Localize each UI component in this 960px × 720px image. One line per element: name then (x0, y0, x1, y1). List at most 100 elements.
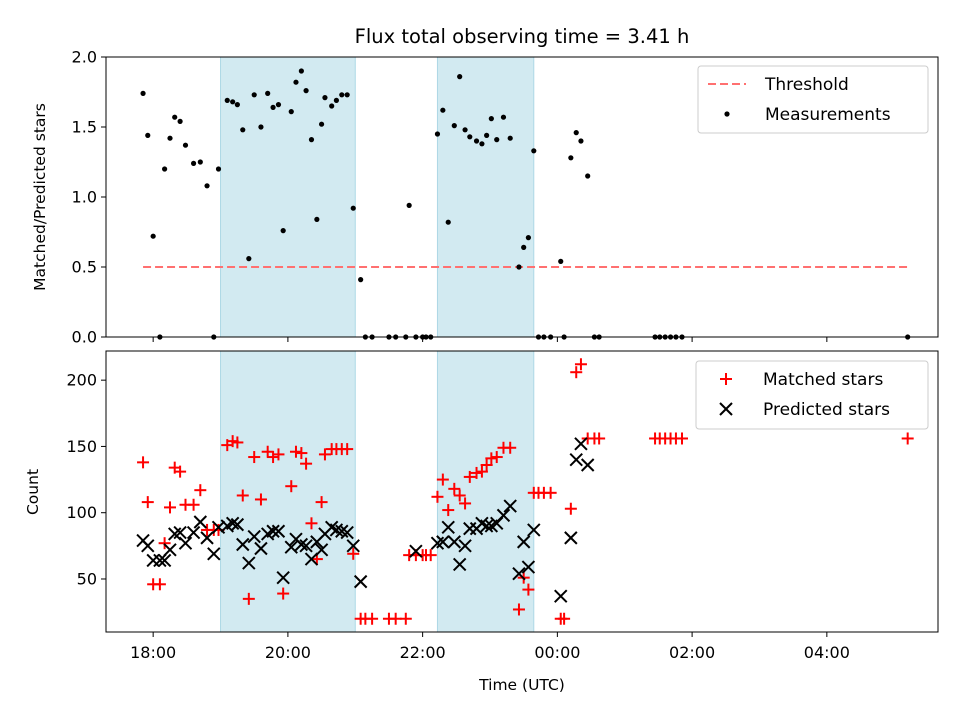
top-y-axis-label: Matched/Predicted stars (31, 103, 49, 291)
measurement-point (406, 202, 412, 208)
predicted-star-point (346, 539, 360, 553)
predicted-star-point (230, 517, 245, 532)
matched-star-point (593, 432, 606, 445)
matched-star-point (158, 537, 171, 550)
predicted-star-point (141, 539, 155, 553)
matched-star-point (164, 501, 176, 514)
predicted-star-point (314, 543, 329, 557)
measurement-point (507, 135, 513, 141)
measurement-point (494, 137, 500, 143)
measurement-point (215, 166, 222, 172)
matched-star-point (424, 549, 437, 562)
x-axis-label: Time (UTC) (478, 676, 565, 694)
matched-star-point (141, 496, 154, 509)
bottom-axes-frame (105, 350, 939, 633)
predicted-star-point (436, 535, 450, 549)
predicted-star-point (271, 524, 286, 538)
x-tick-label: 22:00 (400, 643, 446, 662)
predicted-star-point (496, 508, 511, 523)
matched-star-point (399, 612, 412, 625)
measurement-point (573, 130, 579, 136)
matched-star-point (289, 445, 302, 458)
measurement-point (314, 216, 320, 222)
x-tick-label: 00:00 (534, 643, 580, 662)
matched-star-point (480, 458, 493, 471)
x-tick-label: 02:00 (669, 643, 715, 662)
matched-star-point (318, 448, 331, 461)
measurement-point (197, 159, 203, 165)
matched-star-point (558, 612, 571, 625)
predicted-star-point (153, 553, 167, 568)
top-legend: Threshold Measurements (697, 65, 929, 134)
predicted-star-point (186, 525, 201, 540)
legend-predicted-label: Predicted stars (763, 400, 890, 420)
measurement-point (288, 109, 294, 115)
y-tick-label: 50 (77, 569, 97, 588)
measurement-point (339, 92, 345, 98)
matched-star-point (174, 465, 187, 478)
predicted-star-point (178, 536, 193, 550)
predicted-star-point (163, 543, 177, 557)
matched-star-point (341, 443, 354, 456)
measurement-point (167, 135, 173, 141)
predicted-star-point (276, 570, 290, 585)
measurement-point (578, 138, 584, 144)
matched-star-point (389, 612, 402, 625)
matched-star-point (153, 578, 166, 591)
predicted-star-point (452, 557, 467, 572)
measurement-point (145, 132, 151, 138)
matched-star-point (676, 432, 688, 445)
top-y-axis: 0.0 0.5 1.0 1.5 2.0 (72, 48, 106, 347)
shaded-range-1 (437, 57, 534, 337)
matched-star-point (431, 490, 444, 503)
measurement-point (473, 138, 480, 144)
y-tick-label: 1.5 (72, 118, 97, 137)
matched-stars-series (137, 358, 914, 625)
matched-star-point (544, 486, 557, 499)
bottom-shaded-ranges (220, 351, 535, 632)
predicted-star-point (254, 541, 268, 556)
legend-matched-label: Matched stars (763, 370, 883, 390)
legend-measurements-swatch (724, 111, 730, 117)
predicted-star-point (521, 560, 536, 574)
matched-star-point (570, 366, 583, 379)
measurement-point (445, 219, 451, 225)
y-tick-label: 0.5 (72, 258, 97, 277)
predicted-star-point (340, 525, 354, 540)
predicted-star-point (266, 524, 280, 538)
legend-predicted-swatch (719, 402, 733, 416)
predicted-star-point (554, 589, 568, 603)
measurement-point (140, 90, 146, 96)
matched-star-point (295, 447, 308, 460)
predicted-star-point (193, 515, 208, 529)
matched-star-point (305, 517, 318, 530)
matched-star-point (475, 465, 488, 478)
measurement-point (293, 79, 299, 85)
predicted-star-point (512, 566, 526, 581)
x-tick-label: 04:00 (804, 643, 850, 662)
measurement-point (204, 183, 210, 189)
matched-star-point (564, 502, 577, 515)
predicted-star-point (146, 553, 160, 568)
measurement-point (568, 155, 574, 161)
predicted-star-point (242, 556, 256, 570)
matched-star-point (242, 592, 255, 605)
top-panel: 0.00.51.01.52.0 Matched/Predicted stars … (31, 48, 939, 347)
legend-matched-swatch (720, 373, 732, 385)
matched-star-point (267, 451, 280, 464)
y-tick-label: 200 (66, 371, 97, 390)
measurement-point (344, 92, 350, 98)
matched-star-point (315, 496, 328, 509)
matched-star-point (459, 497, 472, 510)
matched-star-point (261, 445, 274, 458)
predicted-star-point (294, 537, 309, 552)
y-tick-label: 2.0 (72, 48, 97, 67)
measurement-point (457, 74, 463, 80)
measurement-point (230, 99, 236, 105)
predicted-star-point (441, 520, 455, 534)
measurement-point (329, 103, 335, 109)
matched-star-point (187, 498, 200, 511)
measurement-point (521, 244, 527, 250)
measurement-point (467, 134, 473, 140)
